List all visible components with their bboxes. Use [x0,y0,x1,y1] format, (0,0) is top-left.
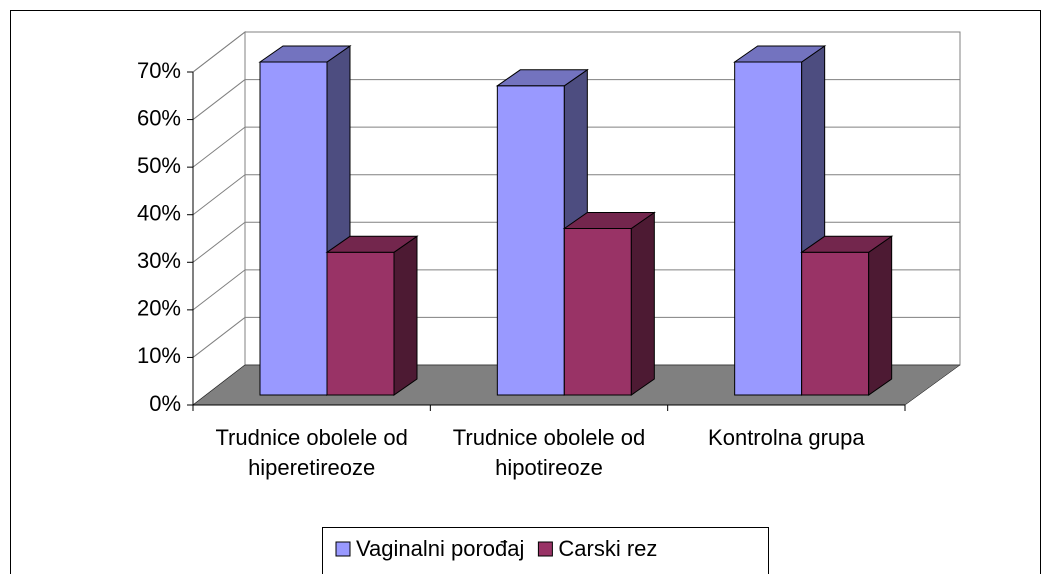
legend-swatch [537,541,553,557]
grid-line [192,221,246,263]
bar-front [801,251,870,396]
grid-line [192,317,246,358]
bar-top [800,235,894,253]
y-tick-label: 30% [137,248,181,273]
bar-top [258,45,352,63]
bar-front [734,61,803,396]
grid-line [192,79,246,120]
bar [325,235,419,396]
bar-top [495,69,589,87]
side-wall [192,30,246,407]
bar-side [393,235,418,396]
bar [800,235,894,396]
grid-line [192,269,246,311]
bar-top [733,45,827,63]
y-tick-label: 70% [137,58,181,83]
legend-label: Vaginalni porođaj [356,536,524,561]
y-tick-label: 50% [137,153,181,178]
x-tick-label: Kontrolna grupa [708,425,865,450]
x-tick-label: Trudnice obolele od hipotireoze [452,425,646,480]
y-tick-label: 20% [137,296,181,321]
y-tick-label: 40% [137,201,181,226]
grid-line [192,31,246,73]
bar-side [868,235,893,396]
x-tick-label: Trudnice obolele od hiperetireoze [215,425,408,480]
bar-front [563,228,632,396]
bar-top [562,212,656,229]
bar-side [630,211,655,396]
legend-label: Carski rez [558,536,657,561]
legend-swatch [335,541,351,557]
grid-line [192,126,246,168]
y-tick-label: 0% [149,391,181,416]
grid-line [192,174,246,216]
bar-front [259,61,328,396]
y-tick-label: 10% [137,343,181,368]
bar [562,211,656,396]
bar-front [326,251,395,396]
y-tick-label: 60% [137,105,181,130]
bar [733,45,827,396]
bar-top [325,235,419,253]
bar-front [496,85,565,396]
